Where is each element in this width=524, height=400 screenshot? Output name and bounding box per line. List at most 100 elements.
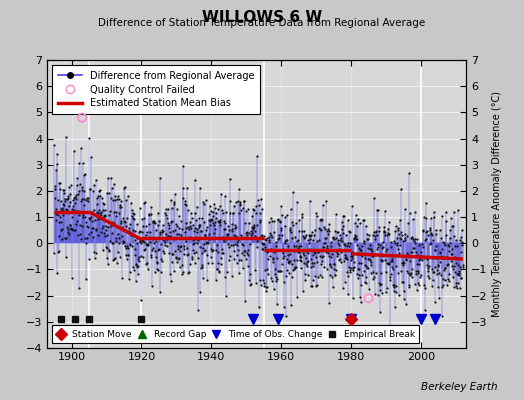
Point <box>436 259 445 265</box>
Point <box>134 263 143 269</box>
Point <box>50 250 59 256</box>
Point <box>445 248 454 254</box>
Point <box>204 259 212 266</box>
Point <box>295 228 303 235</box>
Point <box>370 291 379 298</box>
Point <box>114 210 123 216</box>
Point <box>173 258 182 265</box>
Point <box>445 240 454 246</box>
Point <box>315 225 323 231</box>
Point <box>380 231 389 238</box>
Point <box>118 223 126 230</box>
Point <box>398 279 407 285</box>
Point <box>180 250 188 257</box>
Point <box>239 265 247 271</box>
Point <box>194 307 202 314</box>
Point <box>185 234 193 241</box>
Point <box>70 148 78 154</box>
Point <box>187 234 195 241</box>
Point <box>275 234 283 241</box>
Point <box>93 232 102 238</box>
Point <box>139 239 148 246</box>
Point <box>397 267 406 274</box>
Point <box>367 246 375 253</box>
Point <box>81 214 89 221</box>
Point <box>458 238 466 245</box>
Point <box>338 226 346 233</box>
Point <box>136 238 145 244</box>
Legend: Station Move, Record Gap, Time of Obs. Change, Empirical Break: Station Move, Record Gap, Time of Obs. C… <box>52 326 419 344</box>
Point <box>362 274 370 280</box>
Point <box>195 244 204 250</box>
Point <box>374 292 383 298</box>
Point <box>402 257 410 263</box>
Point <box>98 214 106 221</box>
Point <box>252 280 260 286</box>
Point <box>77 198 85 205</box>
Point <box>417 249 425 256</box>
Point <box>386 239 395 246</box>
Point <box>334 240 342 247</box>
Point <box>216 255 225 262</box>
Point <box>322 198 330 204</box>
Point <box>336 256 344 262</box>
Point <box>332 248 340 254</box>
Point <box>179 269 188 276</box>
Point <box>258 206 267 213</box>
Point <box>54 248 63 254</box>
Point <box>315 237 323 243</box>
Point <box>228 210 237 216</box>
Point <box>254 235 263 241</box>
Point <box>434 254 442 260</box>
Point <box>162 212 170 218</box>
Point <box>239 198 248 204</box>
Point <box>179 163 187 170</box>
Point <box>414 280 422 286</box>
Point <box>379 239 387 245</box>
Point <box>123 256 131 262</box>
Point <box>63 194 72 201</box>
Point <box>158 258 166 264</box>
Point <box>443 276 452 282</box>
Point <box>248 213 256 219</box>
Point <box>214 218 223 224</box>
Point <box>146 239 154 246</box>
Point <box>333 253 341 259</box>
Point <box>247 281 255 287</box>
Point <box>399 262 407 268</box>
Point <box>409 238 418 244</box>
Point <box>283 252 292 258</box>
Point <box>73 208 81 214</box>
Point <box>246 241 254 248</box>
Point <box>433 262 442 269</box>
Point <box>418 240 427 247</box>
Point <box>247 228 255 234</box>
Point <box>151 219 159 226</box>
Point <box>391 240 399 246</box>
Point <box>126 241 134 247</box>
Point <box>90 206 98 213</box>
Point <box>63 206 71 213</box>
Point <box>198 264 206 270</box>
Point <box>194 255 203 262</box>
Point <box>119 218 128 224</box>
Point <box>449 274 457 280</box>
Point <box>126 242 135 248</box>
Point <box>127 232 136 238</box>
Point <box>60 187 68 194</box>
Point <box>261 244 269 250</box>
Point <box>390 284 398 290</box>
Point <box>376 282 385 288</box>
Point <box>183 185 191 191</box>
Point <box>87 229 95 235</box>
Point <box>102 222 110 229</box>
Point <box>161 242 169 248</box>
Point <box>365 286 374 292</box>
Text: Berkeley Earth: Berkeley Earth <box>421 382 498 392</box>
Point <box>212 246 220 253</box>
Point <box>447 250 455 257</box>
Point <box>152 253 160 260</box>
Point <box>240 248 248 254</box>
Point <box>414 257 423 263</box>
Point <box>389 288 398 294</box>
